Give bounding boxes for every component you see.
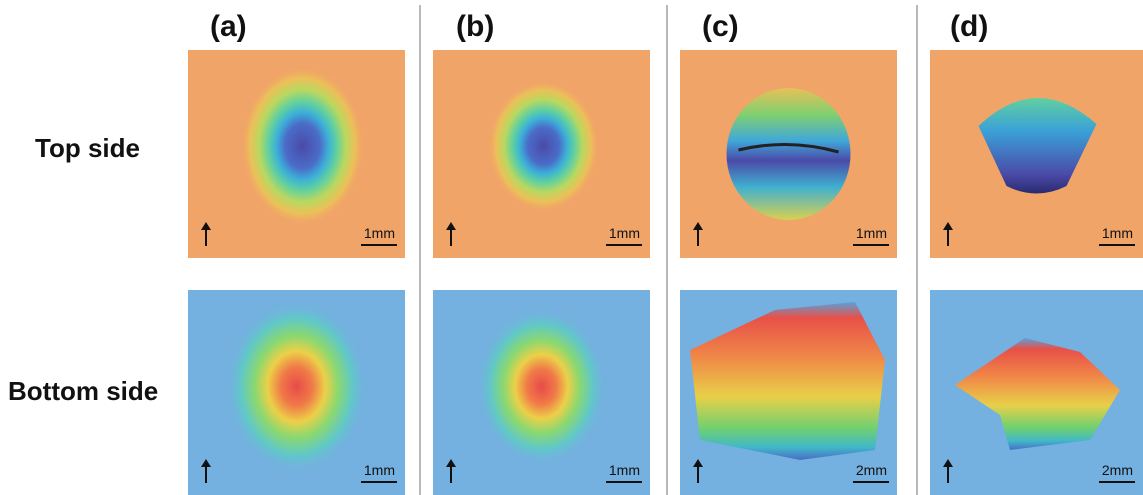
scale-bar-label: 2mm — [1102, 462, 1133, 478]
image-tile: 1mm — [930, 50, 1143, 258]
figure-content: (a) (b) (c) (d) Top side 1mm 1mm 1mm 1mm Bottom s… — [8, 5, 1143, 495]
image-tile: 1mm — [433, 50, 650, 258]
image-tile: 2mm — [680, 290, 897, 495]
column-label: (c) — [702, 10, 739, 43]
row-label: Top side — [35, 133, 140, 163]
scale-bar-label: 1mm — [1102, 225, 1133, 241]
scale-bar-label: 1mm — [364, 225, 395, 241]
image-tile: 1mm — [188, 290, 405, 495]
column-label: (d) — [950, 10, 988, 43]
scale-bar-label: 1mm — [856, 225, 887, 241]
dent-spot — [488, 80, 600, 212]
scale-bar-label: 2mm — [856, 462, 887, 478]
image-tile: 1mm — [188, 50, 405, 258]
image-tile: 1mm — [680, 50, 897, 258]
scale-bar-label: 1mm — [609, 225, 640, 241]
image-tile: 2mm — [930, 290, 1143, 495]
bulge-spot — [476, 307, 608, 467]
dent-spot — [241, 66, 365, 226]
bulge-spot — [225, 299, 369, 475]
damage-ring — [727, 88, 851, 220]
figure: (a) (b) (c) (d) Top side 1mm 1mm 1mm 1mm Bottom s… — [0, 0, 1143, 495]
column-label: (a) — [210, 10, 247, 43]
scale-bar-label: 1mm — [609, 462, 640, 478]
column-label: (b) — [456, 10, 494, 43]
image-tile: 1mm — [433, 290, 650, 495]
scale-bar-label: 1mm — [364, 462, 395, 478]
row-label: Bottom side — [8, 376, 158, 406]
